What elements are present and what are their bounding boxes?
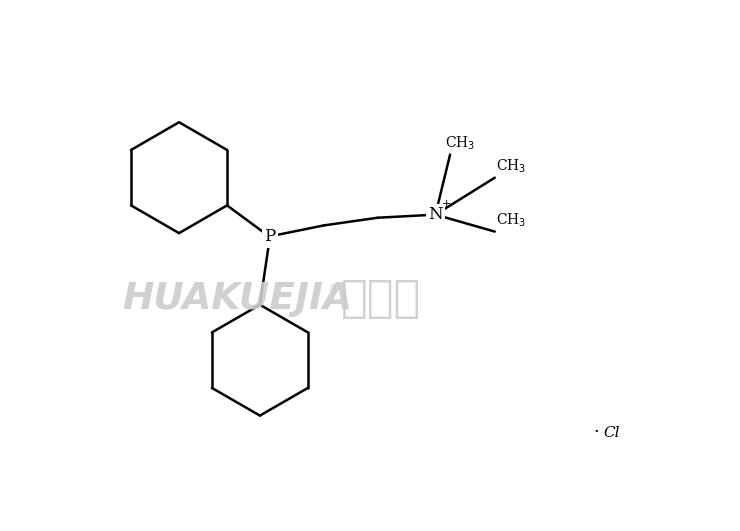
Text: ·: ·	[593, 423, 599, 441]
Text: HUAKUEJIA: HUAKUEJIA	[122, 280, 351, 316]
Text: CH$_3$: CH$_3$	[445, 135, 476, 152]
Text: +: +	[442, 199, 451, 209]
Text: CH$_3$: CH$_3$	[497, 212, 527, 229]
Text: N: N	[428, 206, 443, 223]
Text: P: P	[264, 228, 275, 245]
Text: CH$_3$: CH$_3$	[497, 158, 527, 175]
Text: ®: ®	[327, 283, 340, 296]
Text: 化学加: 化学加	[340, 277, 421, 320]
Text: Cl: Cl	[603, 426, 620, 440]
